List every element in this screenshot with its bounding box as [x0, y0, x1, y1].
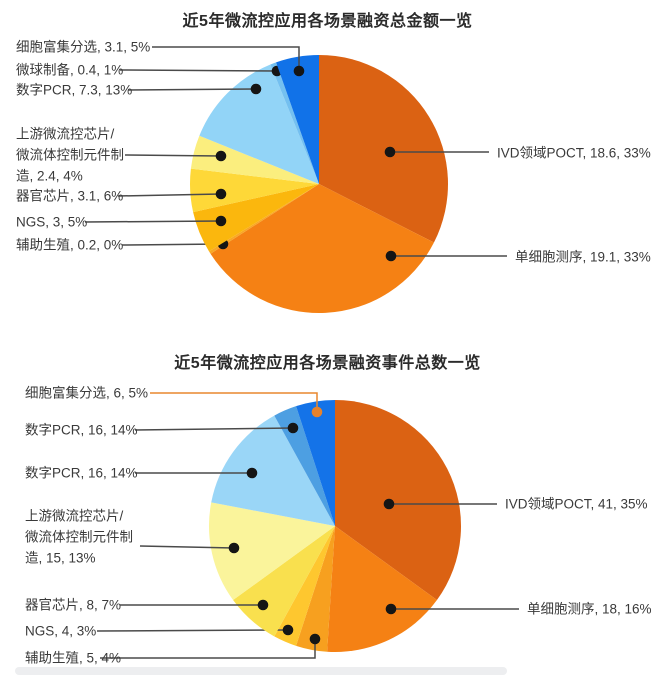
leader-line	[150, 392, 318, 412]
slice-label: 数字PCR, 16, 14%	[25, 465, 138, 481]
label-dot	[282, 624, 294, 636]
label-dot	[384, 146, 396, 158]
label-dot	[385, 250, 397, 262]
pie-slice	[199, 64, 319, 184]
slice-label: 辅助生殖, 0.2, 0%	[16, 237, 124, 253]
label-dot	[250, 83, 262, 95]
slice-label: 单细胞测序, 19.1, 33%	[515, 249, 651, 265]
leader-line	[134, 427, 294, 431]
pie-slice	[190, 168, 319, 213]
leader-line	[96, 629, 289, 632]
pie-slice	[296, 400, 335, 526]
label-dot	[309, 633, 321, 645]
pie-slice	[208, 502, 335, 601]
label-dot	[215, 215, 227, 227]
label-dot	[287, 422, 299, 434]
slice-label: 细胞富集分选, 3.1, 5%	[16, 39, 151, 55]
pie-slice	[233, 526, 335, 637]
slice-label: 细胞富集分选, 6, 5%	[25, 385, 149, 401]
label-dot	[228, 542, 240, 554]
leader-line	[127, 88, 257, 91]
pie-slice	[211, 415, 335, 526]
leader-line	[152, 46, 300, 71]
slice-label: 上游微流控芯片/ 微流体控制元件制 造, 15, 13%	[25, 508, 133, 566]
pie-slice	[327, 526, 437, 652]
leader-line	[119, 69, 278, 72]
slice-label: IVD领域POCT, 41, 35%	[505, 496, 648, 512]
slice-label: 微球制备, 0.4, 1%	[16, 62, 124, 78]
label-dot	[257, 599, 269, 611]
cropped-bottom-band	[15, 667, 507, 675]
slice-label: 数字PCR, 16, 14%	[25, 422, 138, 438]
pie-slice	[276, 55, 319, 184]
chart-title-event-count: 近5年微流控应用各场景融资事件总数一览	[174, 355, 481, 372]
pie-slice	[193, 184, 319, 252]
slice-label: 器官芯片, 3.1, 6%	[16, 188, 124, 204]
pie-slice	[190, 135, 319, 184]
slice-label: IVD领域POCT, 18.6, 33%	[497, 145, 651, 161]
leader-line	[117, 193, 222, 197]
chart-title-total-amount: 近5年微流控应用各场景融资总金额一览	[182, 13, 473, 30]
pie-slice	[335, 400, 462, 601]
slice-label: 单细胞测序, 18, 16%	[527, 601, 652, 617]
pie-slice	[270, 62, 319, 184]
slice-label: 数字PCR, 7.3, 13%	[16, 82, 133, 98]
label-dot	[311, 406, 323, 418]
leader-line	[100, 639, 316, 659]
slice-label: 上游微流控芯片/ 微流体控制元件制 造, 2.4, 4%	[16, 126, 124, 184]
slice-label: 辅助生殖, 5, 4%	[25, 650, 122, 666]
pie-slice	[296, 526, 335, 652]
label-dot	[385, 603, 397, 615]
pie-slice	[209, 184, 319, 254]
slice-label: NGS, 3, 5%	[16, 214, 88, 230]
pie-slice	[274, 526, 335, 646]
leader-line	[124, 154, 222, 157]
pie-slice	[210, 184, 434, 313]
label-dot	[215, 188, 227, 200]
slice-label: NGS, 4, 3%	[25, 623, 97, 639]
slice-label: 器官芯片, 8, 7%	[25, 597, 122, 613]
pie-slice	[274, 406, 335, 526]
pie-slice	[319, 55, 448, 243]
label-dot	[293, 65, 305, 77]
label-dot	[383, 498, 395, 510]
label-dot	[246, 467, 258, 479]
leader-line	[139, 545, 235, 549]
leader-line	[84, 220, 222, 223]
label-dot	[215, 150, 227, 162]
